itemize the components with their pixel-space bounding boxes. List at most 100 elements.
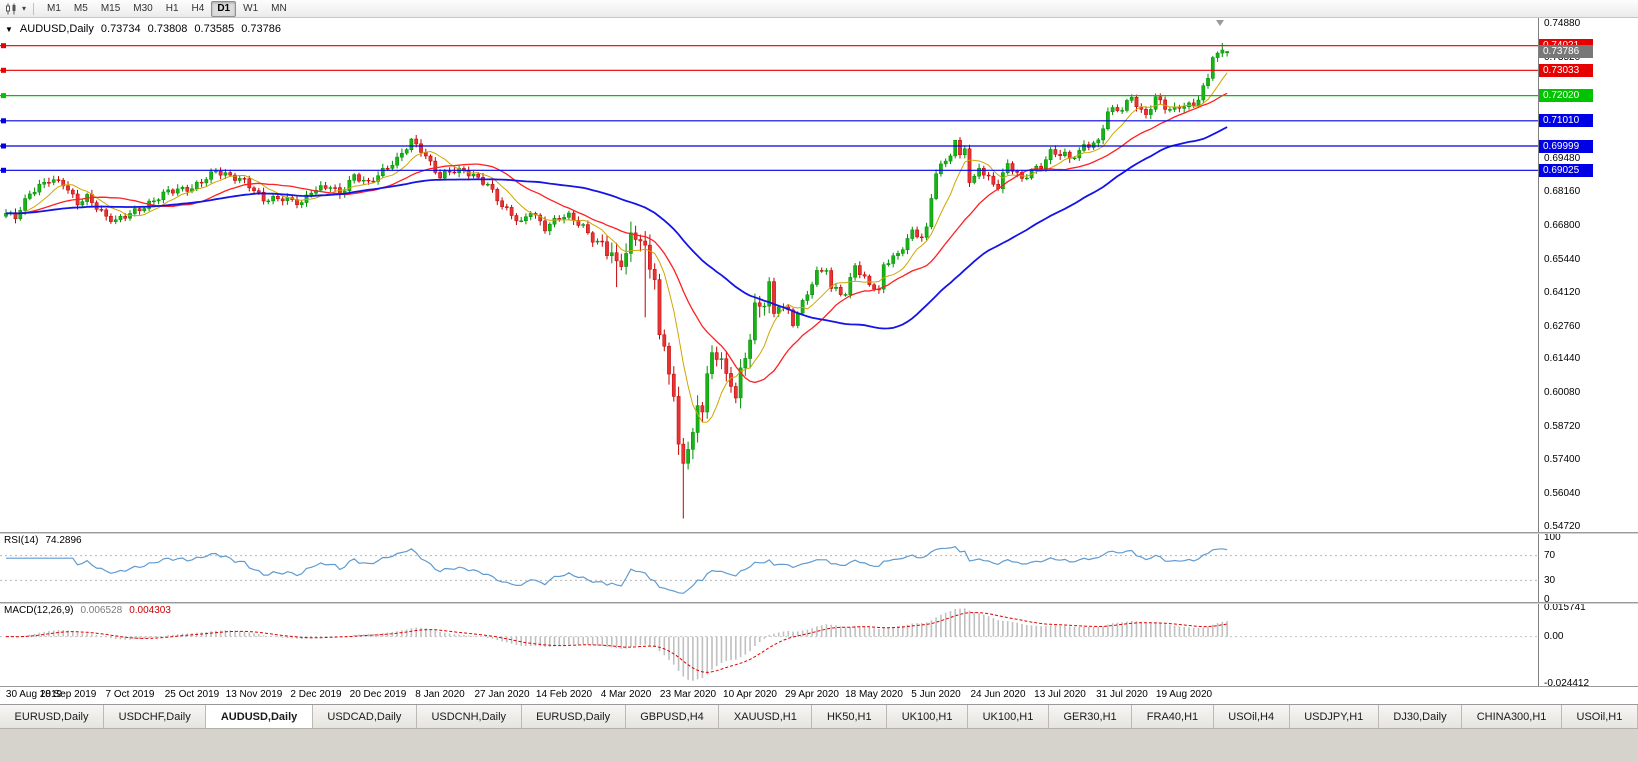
- rsi-label: RSI(14) 74.2896: [4, 535, 82, 546]
- status-bar: [0, 728, 1638, 762]
- price-tick: 0.68160: [1544, 185, 1581, 197]
- chart-tab-uk100-h1[interactable]: UK100,H1: [968, 705, 1049, 728]
- time-label: 8 Jan 2020: [415, 689, 465, 700]
- time-label: 18 May 2020: [845, 689, 903, 700]
- timeframe-w1-button[interactable]: W1: [243, 2, 259, 14]
- chart-tab-usdjpy-h1[interactable]: USDJPY,H1: [1289, 705, 1379, 728]
- chart-tab-usoil-h1[interactable]: USOil,H1: [1561, 705, 1638, 728]
- ma-8-line: [5, 72, 1228, 423]
- chart-tab-hk50-h1[interactable]: HK50,H1: [812, 705, 888, 728]
- chart-shift-marker-icon[interactable]: [1216, 20, 1224, 26]
- chart-tab-eurusd-daily[interactable]: EURUSD,Daily: [0, 705, 105, 728]
- time-label: 27 Jan 2020: [474, 689, 530, 700]
- rsi-svg: [0, 546, 1538, 594]
- timeframe-m1-button[interactable]: M1: [47, 2, 61, 14]
- price-tick: 0.58720: [1544, 421, 1581, 433]
- ohlc-close-value: 0.73786: [241, 23, 281, 35]
- chart-type-dropdown-icon[interactable]: ▾: [22, 3, 27, 13]
- timeframe-m5-button[interactable]: M5: [73, 2, 88, 14]
- time-label: 10 Apr 2020: [723, 689, 777, 700]
- macd-svg: [0, 608, 1538, 681]
- time-label: 13 Nov 2019: [225, 689, 283, 700]
- hline-handle[interactable]: [1, 167, 6, 173]
- timeframe-toolbar: ▾ M1 M5 M15 M30 H1 H4 D1 W1 MN: [0, 0, 1638, 18]
- price-tick: 0.60080: [1544, 387, 1581, 399]
- timeframe-h1-button[interactable]: H1: [165, 2, 179, 14]
- timeframe-m30-button[interactable]: M30: [133, 2, 153, 14]
- macd-signal-value: 0.004303: [129, 605, 171, 616]
- price-tick: 0.65440: [1544, 253, 1581, 265]
- ma-50-line: [6, 126, 1228, 330]
- time-label: 24 Jun 2020: [970, 689, 1026, 700]
- time-label: 18 Sep 2019: [39, 689, 97, 700]
- price-level-box: 0.73786: [1539, 45, 1593, 58]
- chart-tab-usdcnh-daily[interactable]: USDCNH,Daily: [416, 705, 522, 728]
- chart-tab-ger30-h1[interactable]: GER30,H1: [1048, 705, 1133, 728]
- price-chart-canvas[interactable]: ▼ AUDUSD,Daily 0.73734 0.73808 0.73585 0…: [0, 20, 1538, 532]
- chart-tab-gbpusd-h4[interactable]: GBPUSD,H4: [625, 705, 720, 728]
- rsi-panel-splitter[interactable]: [0, 532, 1638, 534]
- time-axis[interactable]: 30 Aug 2019 18 Sep 2019 7 Oct 2019 25 Oct 2…: [0, 688, 1538, 704]
- rsi-value: 74.2896: [45, 535, 82, 546]
- price-tick: 0.61440: [1544, 353, 1581, 365]
- timeframe-mn-button[interactable]: MN: [271, 2, 287, 14]
- time-label: 29 Apr 2020: [785, 689, 839, 700]
- price-chart-svg: [0, 42, 1538, 519]
- time-label: 30 Aug 2019: [5, 689, 63, 700]
- price-level-box: 0.72020: [1539, 89, 1593, 103]
- timeframe-d1-button[interactable]: D1: [211, 0, 237, 17]
- time-label: 20 Dec 2019: [349, 689, 407, 700]
- price-scale[interactable]: 0.748800.735200.694800.681600.668000.654…: [1538, 18, 1638, 689]
- price-tick: 0.62760: [1544, 320, 1581, 332]
- time-label: 31 Jul 2020: [1096, 689, 1148, 700]
- chart-tabs-bar: EURUSD,Daily USDCHF,Daily AUDUSD,Daily USDC…: [0, 704, 1638, 728]
- price-tick: 0.66800: [1544, 219, 1581, 231]
- price-tick: 0.56040: [1544, 488, 1581, 500]
- price-tick: 0.54720: [1544, 521, 1581, 532]
- macd-scale-label: -0.024412: [1544, 677, 1590, 689]
- chart-title: ▼ AUDUSD,Daily 0.73734 0.73808 0.73585 0…: [5, 23, 281, 35]
- chart-tab-xauusd-h1[interactable]: XAUUSD,H1: [719, 705, 813, 728]
- rsi-panel[interactable]: RSI(14) 74.2896: [0, 534, 1538, 602]
- price-tick: 0.57400: [1544, 454, 1581, 466]
- chart-tab-fra40-h1[interactable]: FRA40,H1: [1132, 705, 1214, 728]
- chart-symbol-label: AUDUSD,Daily: [19, 23, 94, 35]
- timeframe-h4-button[interactable]: H4: [191, 2, 205, 14]
- ohlc-open-value: 0.73734: [100, 23, 141, 35]
- hline-handle[interactable]: [1, 67, 6, 73]
- chart-tab-eurusd-daily[interactable]: EURUSD,Daily: [521, 705, 626, 728]
- ohlc-low-value: 0.73585: [194, 23, 235, 35]
- chart-tab-usoil-h4[interactable]: USOil,H4: [1213, 705, 1290, 728]
- price-level-box: 0.71010: [1539, 114, 1593, 128]
- time-axis-separator: [0, 686, 1638, 687]
- time-label: 19 Aug 2020: [1155, 689, 1213, 700]
- timeframe-m15-button[interactable]: M15: [100, 2, 121, 14]
- chart-tab-audusd-daily[interactable]: AUDUSD,Daily: [206, 705, 313, 728]
- time-label: 4 Mar 2020: [600, 689, 652, 700]
- macd-panel-splitter[interactable]: [0, 602, 1638, 604]
- macd-main-value: 0.006528: [80, 605, 123, 616]
- candles: [4, 42, 1229, 519]
- macd-scale-label: 0.015741: [1544, 601, 1586, 613]
- chart-tab-dj30-daily[interactable]: DJ30,Daily: [1378, 705, 1463, 728]
- time-label: 5 Jun 2020: [911, 689, 961, 700]
- chart-tab-uk100-h1[interactable]: UK100,H1: [887, 705, 969, 728]
- chart-tab-usdchf-daily[interactable]: USDCHF,Daily: [104, 705, 207, 728]
- macd-panel[interactable]: MACD(12,26,9) 0.006528 0.004303: [0, 604, 1538, 686]
- hline-handle[interactable]: [1, 93, 6, 99]
- hline-handle[interactable]: [1, 118, 6, 124]
- rsi-scale-label: 70: [1544, 550, 1556, 562]
- chart-tab-usdcad-daily[interactable]: USDCAD,Daily: [312, 705, 417, 728]
- hline-handle[interactable]: [1, 143, 6, 149]
- rsi-scale-label: 30: [1544, 574, 1556, 586]
- price-level-box: 0.73033: [1539, 63, 1593, 77]
- candlestick-chart-icon[interactable]: [4, 3, 19, 15]
- time-label: 13 Jul 2020: [1034, 689, 1086, 700]
- price-tick: 0.74880: [1544, 18, 1581, 30]
- chart-tab-china300-h1[interactable]: CHINA300,H1: [1462, 705, 1562, 728]
- one-click-trading-icon[interactable]: ▼: [5, 24, 13, 34]
- time-label: 2 Dec 2019: [290, 689, 342, 700]
- hline-handle[interactable]: [1, 43, 6, 49]
- rsi-scale-label: 0: [1544, 593, 1550, 605]
